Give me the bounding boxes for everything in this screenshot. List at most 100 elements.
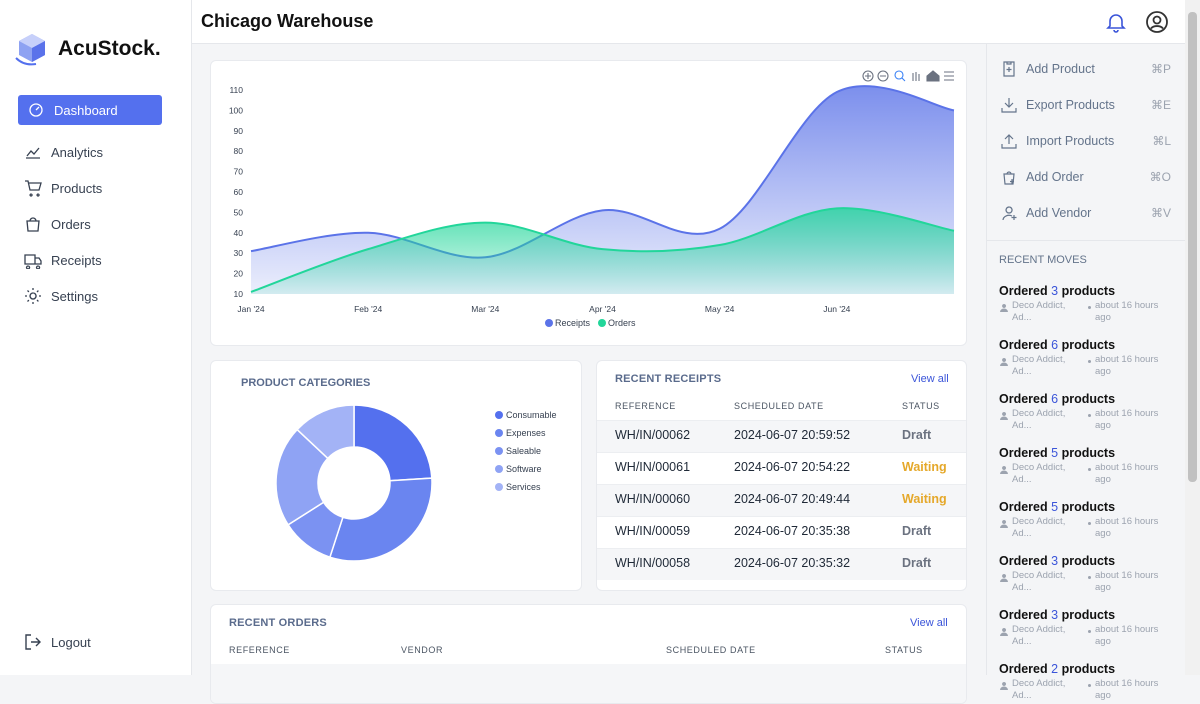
icon-path (1001, 134, 1017, 149)
bell-icon[interactable] (1105, 11, 1127, 33)
move-suffix: products (1061, 554, 1116, 568)
move-prefix: Ordered (999, 284, 1048, 298)
icon-path (1001, 98, 1017, 113)
legend-marker (495, 465, 503, 473)
move-count: 2 (1051, 662, 1059, 676)
legend-marker (495, 411, 503, 419)
column-header: STATUS (885, 645, 923, 655)
cell-status: Draft (902, 524, 932, 538)
series-line (250, 207, 955, 293)
logout[interactable]: Logout (51, 635, 91, 650)
logo-icon (15, 34, 45, 66)
donut-slice (296, 404, 355, 460)
cell-reference: WH/IN/00061 (615, 460, 691, 474)
action-label[interactable]: Add Vendor (1026, 206, 1092, 220)
x-tick-label: Apr '24 (589, 304, 616, 314)
view-all[interactable]: View all (910, 617, 948, 629)
move-prefix: Ordered (999, 500, 1048, 514)
move-vendor: Deco Addict, Ad... (1012, 300, 1066, 323)
nav-item[interactable]: Settings (18, 281, 162, 311)
bullet (1088, 468, 1091, 471)
move-time: about 16 hours ago (1095, 570, 1159, 593)
icon-path (29, 103, 43, 117)
area-chart-card: 10 20 30 40 50 60 70 80 90 100 110 Jan '24 Feb '24 Ma… (210, 60, 967, 346)
move-time: about 16 hours ago (1095, 462, 1159, 485)
action-icon (1001, 134, 1017, 149)
bullet (1088, 360, 1091, 363)
icon-path (1000, 574, 1008, 582)
bullet (1088, 306, 1091, 309)
move-vendor: Deco Addict, Ad... (1012, 624, 1066, 647)
action-label[interactable]: Import Products (1026, 134, 1115, 148)
nav-item[interactable]: Analytics (18, 137, 162, 167)
move-prefix: Ordered (999, 608, 1048, 622)
move-count: 5 (1051, 500, 1059, 514)
icon-path (1000, 412, 1008, 420)
cell-scheduled-date: 2024-06-07 20:35:38 (734, 524, 851, 538)
cell-scheduled-date: 2024-06-07 20:49:44 (734, 492, 851, 506)
move-title: Ordered 5 products (999, 500, 1115, 514)
series-line (250, 85, 955, 259)
area-chart: 10 20 30 40 50 60 70 80 90 100 110 Jan '24 Feb '24 Ma… (229, 70, 955, 328)
icon-path (1003, 171, 1015, 185)
action-shortcut: ⌘V (1150, 206, 1171, 220)
nav-item[interactable]: Receipts (18, 245, 162, 275)
x-tick-label: Jun '24 (823, 304, 850, 314)
bullet (1088, 576, 1091, 579)
action-label[interactable]: Export Products (1026, 98, 1115, 112)
donut-chart: PRODUCT CATEGORIES Consumable Expenses Sale… (241, 377, 557, 562)
icon-path (26, 217, 40, 232)
move-time: about 16 hours ago (1095, 300, 1159, 323)
bullet (1088, 414, 1091, 417)
nav-item[interactable]: Orders (18, 209, 162, 239)
person-icon (1000, 628, 1008, 636)
legend-label: Receipts (555, 318, 591, 328)
icon-path (1000, 520, 1008, 528)
column-header: STATUS (902, 401, 940, 411)
action-icon (1003, 61, 1015, 77)
scrollbar[interactable] (1185, 0, 1200, 675)
legend-label: Services (506, 482, 541, 492)
move-suffix: products (1061, 338, 1116, 352)
move-time: about 16 hours ago (1095, 678, 1159, 701)
nav-icon (25, 288, 41, 304)
nav-item[interactable]: Products (18, 173, 162, 203)
nav-icon (25, 180, 42, 197)
y-tick-label: 50 (234, 207, 244, 217)
receipts-card: RECENT RECEIPTS View all REFERENCE SCHEDULE… (596, 360, 967, 591)
action-shortcut: ⌘E (1150, 98, 1171, 112)
person-icon (1000, 466, 1008, 474)
donut-slice (328, 477, 433, 562)
move-vendor: Deco Addict, Ad... (1012, 570, 1066, 593)
move-vendor: Deco Addict, Ad... (1012, 516, 1066, 539)
user-icon[interactable] (1145, 10, 1169, 34)
nav-item[interactable]: Dashboard (18, 95, 162, 125)
y-tick-label: 20 (234, 269, 244, 279)
legend-label: Expenses (506, 428, 546, 438)
move-title: Ordered 2 products (999, 662, 1115, 676)
icon-path (25, 180, 42, 197)
move-suffix: products (1061, 500, 1116, 514)
y-tick-label: 80 (234, 146, 244, 156)
move-time: about 16 hours ago (1095, 354, 1159, 377)
action-label[interactable]: Add Order (1026, 170, 1084, 184)
card-title: RECENT RECEIPTS (615, 373, 722, 385)
icon-path (24, 254, 42, 269)
cell-status: Draft (902, 428, 932, 442)
move-count: 3 (1051, 284, 1059, 298)
cell-scheduled-date: 2024-06-07 20:35:32 (734, 556, 851, 570)
view-all[interactable]: View all (911, 373, 949, 385)
action-icon (1001, 98, 1017, 113)
action-label[interactable]: Add Product (1026, 62, 1095, 76)
bullet (1088, 522, 1091, 525)
sidebar: AcuStock. Logout Dashboard Analytics Produ… (0, 0, 192, 675)
chart-toolbar[interactable] (862, 70, 954, 82)
y-tick-label: 90 (234, 126, 244, 136)
move-suffix: products (1061, 662, 1116, 676)
cell-status: Waiting (902, 492, 947, 506)
orders-card: RECENT ORDERS View all REFERENCE VENDOR SCHE… (210, 604, 967, 704)
nav-icon (29, 103, 43, 117)
icon-path (26, 147, 40, 159)
action-shortcut: ⌘L (1152, 134, 1171, 148)
move-suffix: products (1061, 446, 1116, 460)
